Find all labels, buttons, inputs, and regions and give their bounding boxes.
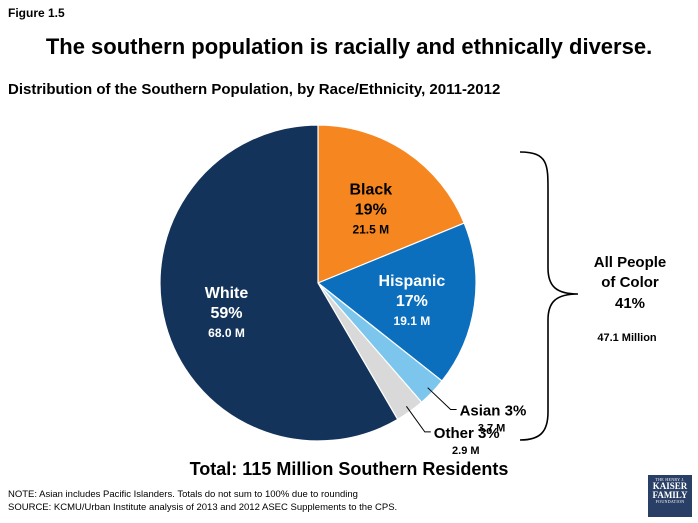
bracket-label-percent: 41% [615,295,645,312]
slice-label-other-count: 2.9 M [452,445,480,457]
logo-line2: KAISER [652,481,688,491]
kff-logo: THE HENRY J. KAISER FAMILY FOUNDATION [648,475,692,517]
slice-label-white-name: White [205,285,249,302]
chart-title: Distribution of the Southern Population,… [8,81,501,98]
slice-label-hispanic-name: Hispanic [379,273,446,290]
bracket-label-line2: of Color [601,274,659,291]
slice-label-hispanic-count: 19.1 M [394,314,431,328]
pie-slice-hispanic [316,222,477,382]
slice-label-asian-name: Asian 3% [460,403,527,420]
slice-label-other-name: Other 3% [434,425,500,442]
pie-slice-black [317,124,465,284]
people-of-color-bracket [519,151,579,441]
logo-line4: FOUNDATION [655,499,685,504]
source-text: SOURCE: KCMU/Urban Institute analysis of… [8,502,398,513]
figure-label: Figure 1.5 [8,6,65,20]
page-title: The southern population is racially and … [45,34,653,59]
slice-label-black-percent: 19% [355,201,387,218]
slice-label-white-count: 68.0 M [208,326,245,340]
bracket-count-label: 47.1 Million [597,332,657,344]
slice-label-white-percent: 59% [210,305,242,322]
pie-slice-white [159,124,399,442]
total-label: Total: 115 Million Southern Residents [189,459,509,479]
leader-line-asian [427,387,457,410]
slice-label-black-name: Black [349,181,392,198]
logo-line1: THE HENRY J. [655,477,685,482]
bracket-label-line1: All People [594,254,667,271]
slice-label-black-count: 21.5 M [352,222,389,236]
leader-line-other [405,406,431,433]
slice-label-asian-count: 3.7 M [478,423,506,435]
note-text: NOTE: Asian includes Pacific Islanders. … [8,489,358,500]
slice-label-hispanic-percent: 17% [396,293,428,310]
logo-line3: FAMILY [652,490,688,500]
